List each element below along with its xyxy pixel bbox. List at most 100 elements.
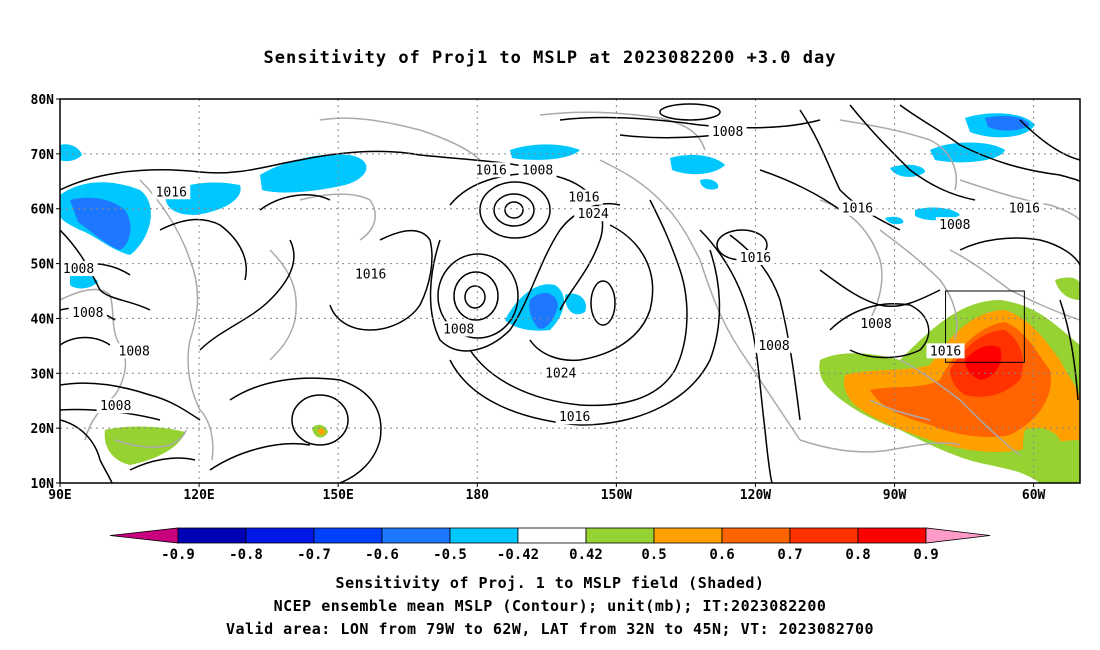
lat-label: 30N bbox=[31, 367, 55, 382]
footer-line-3: Valid area: LON from 79W to 62W, LAT fro… bbox=[225, 620, 875, 638]
contour-label: 1008 bbox=[100, 399, 131, 414]
contour-label-bg bbox=[755, 337, 793, 353]
contour-label: 1008 bbox=[712, 125, 743, 140]
colorbar-swatch bbox=[585, 527, 655, 544]
negative-sensitivity-region bbox=[510, 144, 580, 160]
lat-label: 80N bbox=[31, 93, 55, 108]
lon-label: 60W bbox=[1022, 488, 1046, 503]
contour-label: 1016 bbox=[559, 410, 590, 425]
lon-label: 180 bbox=[466, 488, 490, 503]
colorbar-label: -0.5 bbox=[433, 547, 467, 563]
contour-label-bg bbox=[541, 365, 580, 381]
colorbar-high-arrow bbox=[925, 527, 991, 544]
colorbar-swatch bbox=[313, 527, 383, 544]
contour-label-bg bbox=[96, 398, 135, 414]
colorbar-swatch bbox=[449, 527, 519, 544]
colorbar-label: 0.8 bbox=[845, 547, 870, 563]
negative-sensitivity-region bbox=[915, 207, 960, 221]
contour-label-bg bbox=[838, 200, 877, 216]
contour-label-bg bbox=[68, 304, 107, 320]
colorbar-swatch bbox=[177, 527, 247, 544]
sensitivity-shading bbox=[60, 113, 1080, 483]
negative-sensitivity-region bbox=[985, 116, 1030, 131]
contour-label-bg bbox=[152, 184, 191, 200]
negative-sensitivity-region bbox=[700, 179, 719, 190]
contour-label-bg bbox=[472, 162, 511, 178]
map-frame bbox=[59, 98, 1081, 484]
colorbar-label: 0.9 bbox=[913, 547, 938, 563]
colorbar-low-arrow bbox=[109, 527, 179, 544]
contour-label: 1008 bbox=[939, 218, 970, 233]
contour-labels: 1016 1016 1016 1008 1016 1024 1008 1016 1016 1008… bbox=[59, 123, 1044, 425]
contour-label: 1008 bbox=[522, 163, 553, 178]
colorbar-label: -0.6 bbox=[365, 547, 399, 563]
contour-label-bg bbox=[857, 315, 895, 331]
positive-sensitivity-region bbox=[1055, 277, 1080, 300]
lon-label: 150W bbox=[601, 488, 632, 503]
contour-label: 1016 bbox=[842, 202, 873, 217]
colorbar-label: -0.42 bbox=[497, 547, 539, 563]
negative-sensitivity-region bbox=[60, 144, 82, 162]
contour-label-bg bbox=[1005, 200, 1044, 216]
colorbar-swatch bbox=[789, 527, 859, 544]
contour-label-bg bbox=[736, 250, 775, 266]
map-title: Sensitivity of Proj1 to MSLP at 20230822… bbox=[263, 48, 837, 68]
negative-sensitivity-region bbox=[260, 154, 367, 193]
contour-label-bg bbox=[555, 409, 594, 425]
negative-sensitivity-region bbox=[70, 273, 98, 289]
contour-label: 1008 bbox=[63, 262, 94, 277]
colorbar-swatch bbox=[245, 527, 315, 544]
longitude-labels: 90E 120E 150E 180 150W 120W 90W 60W bbox=[48, 483, 1046, 503]
lat-label: 50N bbox=[31, 258, 55, 273]
coastlines bbox=[60, 111, 1080, 461]
contour-label: 1016 bbox=[156, 185, 187, 200]
lat-label: 10N bbox=[31, 477, 55, 492]
contour-label: 1016 bbox=[740, 251, 771, 266]
negative-sensitivity-region bbox=[70, 197, 131, 250]
lat-label: 60N bbox=[31, 203, 55, 218]
colorbar-label: -0.8 bbox=[229, 547, 263, 563]
latitude-labels: 80N 70N 60N 50N 40N 30N 20N 10N bbox=[31, 93, 60, 492]
contour-label: 1016 bbox=[930, 344, 961, 359]
colorbar-swatch bbox=[653, 527, 723, 544]
contour-label-bg bbox=[351, 266, 390, 282]
sensitivity-map: 1016 1016 1016 1008 1016 1024 1008 1016 1016 1008… bbox=[31, 93, 1081, 563]
negative-sensitivity-region bbox=[565, 293, 586, 315]
lon-label: 90E bbox=[48, 488, 71, 503]
contour-label-bg bbox=[926, 343, 965, 359]
mslp-contours bbox=[60, 103, 1080, 483]
contour-label-bg bbox=[574, 206, 613, 222]
contour-label: 1016 bbox=[355, 268, 386, 283]
negative-sensitivity-region bbox=[529, 293, 558, 329]
contour-label-bg bbox=[708, 123, 747, 139]
lat-label: 70N bbox=[31, 148, 55, 163]
lat-label: 20N bbox=[31, 422, 55, 437]
positive-sensitivity-region bbox=[965, 345, 1002, 380]
colorbar-swatch bbox=[721, 527, 791, 544]
colorbar-swatch bbox=[517, 527, 587, 544]
footer-line-2: NCEP ensemble mean MSLP (Contour); unit(… bbox=[273, 597, 827, 615]
contour-label: 1008 bbox=[443, 322, 474, 337]
contour-label-bg bbox=[518, 162, 557, 178]
lon-label: 120W bbox=[740, 488, 771, 503]
colorbar: -0.9 -0.8 -0.7 -0.6 -0.5 -0.42 0.42 0.5 0.6 0.7 0.… bbox=[109, 527, 991, 563]
colorbar-swatch bbox=[857, 527, 927, 544]
lat-label: 40N bbox=[31, 312, 55, 327]
lon-label: 90W bbox=[883, 488, 907, 503]
positive-sensitivity-region bbox=[318, 428, 325, 435]
contour-label: 1024 bbox=[545, 366, 576, 381]
contour-label: 1016 bbox=[1009, 202, 1040, 217]
lon-label: 150E bbox=[323, 488, 354, 503]
contour-label: 1008 bbox=[119, 344, 150, 359]
footer-line-1: Sensitivity of Proj. 1 to MSLP field (Sh… bbox=[335, 574, 765, 592]
colorbar-label: 0.6 bbox=[709, 547, 734, 563]
colorbar-swatch bbox=[381, 527, 451, 544]
contour-label: 1008 bbox=[860, 317, 891, 332]
colorbar-label: 0.5 bbox=[641, 547, 666, 563]
contour-label-bg bbox=[115, 343, 154, 359]
colorbar-label: 0.7 bbox=[777, 547, 802, 563]
negative-sensitivity-region bbox=[670, 154, 725, 175]
contour-label: 1008 bbox=[72, 306, 103, 321]
positive-sensitivity-region bbox=[104, 426, 185, 465]
contour-label-bg bbox=[59, 261, 98, 277]
